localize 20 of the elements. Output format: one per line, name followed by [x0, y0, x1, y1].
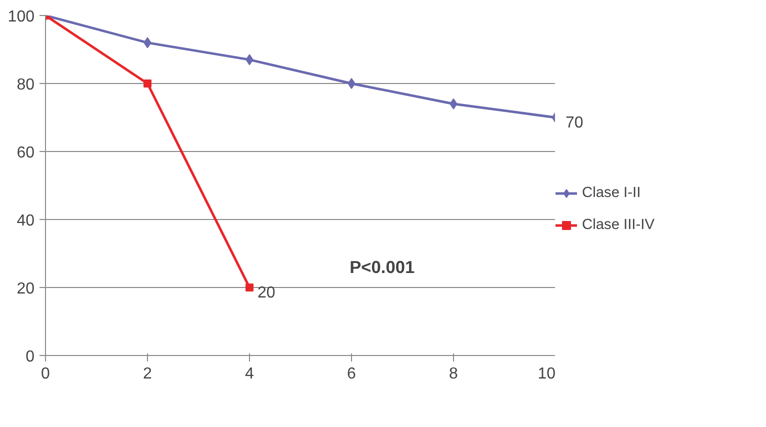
- x-tick-label: 10: [538, 366, 556, 382]
- legend-label: Clase III-IV: [582, 217, 654, 233]
- point: [348, 78, 356, 89]
- y-tick-label: 80: [16, 76, 35, 94]
- x-tick-label: 0: [41, 366, 50, 382]
- y-tick-label: 100: [8, 8, 35, 26]
- y-tick-label: 0: [26, 348, 35, 366]
- data-label: 70: [566, 114, 584, 132]
- annotation: P<0.001: [350, 257, 415, 278]
- x-tick-label: 4: [245, 366, 254, 382]
- y-tick-label: 20: [16, 280, 35, 298]
- y-tick-label: 40: [16, 212, 35, 230]
- point: [144, 80, 152, 88]
- x-tick-label: 6: [347, 366, 356, 382]
- y-tick-label: 60: [16, 144, 35, 162]
- x-tick-label: 2: [143, 366, 152, 382]
- data-label: 20: [258, 284, 276, 302]
- legend-label: Clase I-II: [582, 185, 641, 201]
- x-tick-label: 8: [449, 366, 458, 382]
- point: [246, 284, 254, 292]
